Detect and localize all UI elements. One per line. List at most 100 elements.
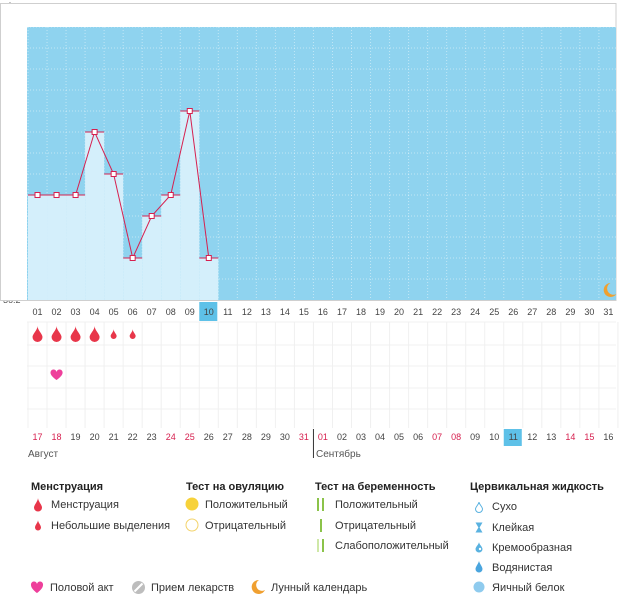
day-label: 21 xyxy=(413,307,424,317)
date-label: 20 xyxy=(89,432,100,442)
date-label: 21 xyxy=(108,432,119,442)
plot-background xyxy=(27,27,616,300)
moon-icon xyxy=(603,283,617,297)
date-label: 13 xyxy=(546,432,557,442)
day-label: 10 xyxy=(203,307,214,317)
day-label: 18 xyxy=(355,307,366,317)
date-label: 09 xyxy=(470,432,481,442)
date-label: 02 xyxy=(336,432,347,442)
day-label: 06 xyxy=(127,307,138,317)
day-label: 01 xyxy=(32,307,43,317)
day-label: 07 xyxy=(146,307,157,317)
egg-white-icon xyxy=(473,581,485,593)
day-label: 16 xyxy=(317,307,328,317)
legend-ovulation-title: Тест на овуляцию xyxy=(186,481,285,493)
day-label: 29 xyxy=(565,307,576,317)
day-label: 20 xyxy=(394,307,405,317)
date-label: 04 xyxy=(375,432,386,442)
date-label: 25 xyxy=(184,432,195,442)
temperature-bar xyxy=(28,195,48,300)
date-label: 14 xyxy=(565,432,576,442)
legend-medication-label: Прием лекарств xyxy=(151,582,235,594)
menstruation-drop-icon xyxy=(34,498,42,512)
temperature-point xyxy=(72,192,79,198)
day-label: 08 xyxy=(165,307,176,317)
light-spotting-drop-icon xyxy=(110,329,117,339)
date-label: 15 xyxy=(584,432,595,442)
today-date-highlight xyxy=(503,429,522,446)
legend-menstruation-label: Менструация xyxy=(51,499,119,511)
heart-icon xyxy=(30,581,44,593)
day-label: 12 xyxy=(241,307,252,317)
date-label: 10 xyxy=(489,432,500,442)
temperature-bar xyxy=(180,111,200,300)
pregnancy-faint-icon xyxy=(317,539,324,552)
date-label: 30 xyxy=(279,432,290,442)
ovulation-negative-icon xyxy=(185,518,199,532)
date-label: 19 xyxy=(70,432,81,442)
date-label: 08 xyxy=(451,432,462,442)
pregnancy-negative-icon xyxy=(320,519,322,532)
legend-intercourse-label: Половой акт xyxy=(50,582,114,594)
menstruation-drop-icon xyxy=(70,326,81,342)
day-label: 27 xyxy=(527,307,538,317)
watery-drop-icon xyxy=(475,560,483,573)
day-label: 26 xyxy=(508,307,519,317)
date-label: 23 xyxy=(146,432,157,442)
pill-icon xyxy=(132,581,145,594)
event-markers xyxy=(32,283,617,458)
menstruation-drop-icon xyxy=(51,326,62,342)
legend-pregnancy-faint-label: Слабоположительный xyxy=(335,540,449,552)
day-label: 15 xyxy=(298,307,309,317)
temperature-point xyxy=(186,108,193,114)
legend-pregnancy-title: Тест на беременность xyxy=(315,481,436,493)
day-label: 09 xyxy=(184,307,195,317)
day-label: 03 xyxy=(70,307,81,317)
temperature-point xyxy=(205,255,212,261)
pregnancy-positive-icon xyxy=(317,498,324,511)
legend-sticky-label: Клейкая xyxy=(492,522,535,534)
date-label: 05 xyxy=(394,432,405,442)
legend-dry-label: Сухо xyxy=(492,501,517,513)
date-label: 16 xyxy=(603,432,614,442)
temperature-chart: 37.537.437.337.237.13736.936.836.736.636… xyxy=(0,3,619,458)
temperature-bar xyxy=(142,216,162,300)
day-label: 04 xyxy=(89,307,100,317)
date-label: 28 xyxy=(241,432,252,442)
day-label: 31 xyxy=(603,307,614,317)
legend-egg-white-label: Яичный белок xyxy=(492,582,565,594)
creamy-drop-icon xyxy=(475,542,483,553)
day-label: 28 xyxy=(546,307,557,317)
light-spotting-drop-icon xyxy=(129,329,136,339)
date-label: 18 xyxy=(51,432,62,442)
temperature-bar xyxy=(104,174,124,300)
temperature-point xyxy=(129,255,136,261)
temperature-point xyxy=(148,213,155,219)
temperature-bar xyxy=(47,195,67,300)
legend-menstruation-title: Менструация xyxy=(31,481,104,493)
temperature-bar xyxy=(123,258,143,300)
temperature-points xyxy=(28,108,219,261)
date-label: 29 xyxy=(260,432,271,442)
date-label: 31 xyxy=(298,432,309,442)
date-label: 01 xyxy=(317,432,328,442)
temperature-point xyxy=(167,192,174,198)
temperature-bar xyxy=(161,195,181,300)
legend-pregnancy-negative-label: Отрицательный xyxy=(335,520,416,532)
moon-icon xyxy=(251,579,265,594)
day-label: 22 xyxy=(432,307,443,317)
legend-pregnancy-positive-label: Положительный xyxy=(335,499,418,511)
menstruation-drop-icon xyxy=(89,326,100,342)
day-label: 11 xyxy=(223,307,233,317)
sticky-icon xyxy=(475,522,483,533)
date-label: 07 xyxy=(432,432,443,442)
ovulation-positive-icon xyxy=(185,497,199,511)
day-label: 05 xyxy=(108,307,119,317)
menstruation-drop-icon xyxy=(32,326,43,342)
temperature-point xyxy=(53,192,60,198)
day-label: 17 xyxy=(336,307,347,317)
temperature-point xyxy=(34,192,41,198)
legend-lunar-label: Лунный календарь xyxy=(271,582,368,594)
temperature-bar xyxy=(85,132,105,300)
day-label: 14 xyxy=(279,307,290,317)
